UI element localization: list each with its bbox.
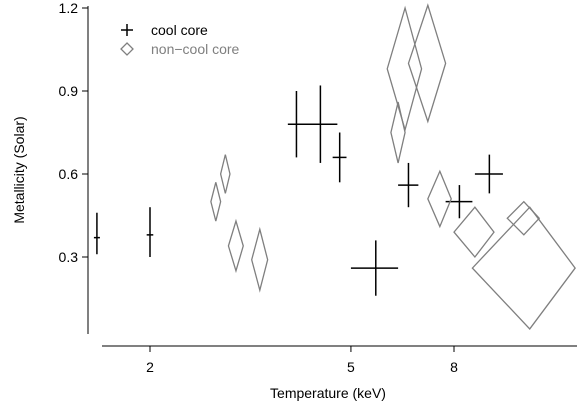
plot-area: [93, 3, 576, 330]
cool-core-point: [332, 132, 347, 183]
x-tick-label: 8: [450, 359, 458, 375]
cool-core-point: [302, 85, 338, 163]
non-cool-core-point: [390, 101, 406, 164]
non-cool-core-point: [251, 226, 269, 293]
y-tick-label: 1.2: [59, 0, 79, 16]
y-axis-label: Metallicity (Solar): [11, 116, 27, 223]
legend-label-cool-core: cool core: [151, 22, 208, 38]
series-cool-core: [93, 85, 503, 296]
y-axis: 0.3 0.6 0.9 1.2: [59, 0, 89, 334]
cool-core-point: [474, 154, 503, 194]
y-tick-label: 0.6: [59, 166, 79, 182]
x-axis-label: Temperature (keV): [270, 385, 386, 401]
non-cool-core-point: [386, 5, 423, 133]
non-cool-core-point: [407, 3, 447, 124]
non-cool-core-point: [210, 182, 222, 222]
x-tick-label: 5: [347, 359, 355, 375]
legend-label-non-cool-core: non−cool core: [151, 41, 240, 57]
y-tick-label: 0.9: [59, 83, 79, 99]
legend-marker-cool-core: [121, 24, 133, 36]
y-tick-label: 0.3: [59, 249, 79, 265]
non-cool-core-point: [219, 154, 231, 194]
non-cool-core-point: [227, 218, 244, 274]
non-cool-core-point: [506, 200, 541, 236]
cool-core-point: [93, 212, 100, 255]
legend-marker-non-cool-core: [120, 42, 134, 56]
cool-core-point: [350, 240, 399, 296]
cool-core-point: [287, 91, 305, 158]
cool-core-point: [398, 162, 419, 208]
non-cool-core-point: [427, 169, 452, 229]
series-non-cool-core: [210, 3, 576, 330]
non-cool-core-point: [453, 206, 495, 259]
cool-core-point: [146, 207, 154, 257]
legend: cool core non−cool core: [120, 22, 240, 57]
non-cool-core-point: [471, 206, 576, 330]
x-tick-label: 2: [146, 359, 154, 375]
x-axis: 2 5 8: [102, 345, 577, 375]
